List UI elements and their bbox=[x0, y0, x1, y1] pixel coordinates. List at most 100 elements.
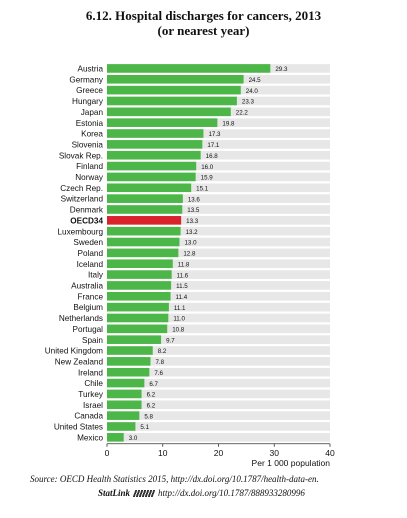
category-label: Finland bbox=[76, 162, 103, 171]
bar-track bbox=[107, 291, 330, 301]
bar bbox=[107, 96, 237, 106]
bar bbox=[107, 400, 142, 410]
bar bbox=[107, 248, 179, 258]
data-label: 17.3 bbox=[208, 131, 221, 138]
bar bbox=[107, 205, 183, 214]
bar-track bbox=[107, 389, 330, 399]
category-label: Estonia bbox=[76, 119, 104, 128]
category-label: Hungary bbox=[72, 97, 104, 106]
category-label: Belgium bbox=[73, 303, 103, 312]
statlink-link[interactable]: http://dx.doi.org/10.1787/888933280996 bbox=[158, 488, 305, 498]
x-tick-label: 20 bbox=[214, 448, 224, 458]
data-label: 15.9 bbox=[201, 175, 214, 182]
source-prefix: Source: bbox=[30, 474, 58, 484]
category-label: Denmark bbox=[70, 206, 104, 215]
bar-track bbox=[107, 118, 330, 127]
statlink-icon bbox=[132, 490, 156, 498]
data-label: 8.2 bbox=[158, 348, 167, 355]
category-label: Mexico bbox=[77, 433, 103, 442]
bar bbox=[107, 302, 169, 312]
bar-track bbox=[107, 335, 330, 344]
data-label: 16.0 bbox=[201, 164, 214, 171]
category-label: Switzerland bbox=[61, 195, 104, 204]
category-label: Australia bbox=[71, 282, 103, 291]
category-label: Canada bbox=[74, 412, 103, 421]
data-label: 6.2 bbox=[147, 402, 156, 409]
bar-track bbox=[107, 150, 330, 160]
data-label: 11.6 bbox=[177, 272, 189, 279]
bar-track bbox=[107, 433, 330, 442]
category-label: Italy bbox=[88, 271, 104, 280]
category-label: Norway bbox=[75, 173, 104, 182]
chart-title: 6.12. Hospital discharges for cancers, 2… bbox=[85, 8, 322, 23]
bar bbox=[107, 85, 241, 95]
data-label: 6.2 bbox=[147, 392, 156, 399]
data-label: 7.6 bbox=[154, 370, 163, 377]
category-label: Czech Rep. bbox=[60, 184, 103, 193]
bar bbox=[107, 357, 151, 366]
bar bbox=[107, 422, 136, 431]
bar bbox=[107, 313, 169, 323]
bar bbox=[107, 74, 244, 84]
bar bbox=[107, 389, 142, 399]
bar-track bbox=[107, 183, 330, 193]
bar-track bbox=[107, 367, 330, 377]
bar-chart: Austria 29.3 Germany 24.5 Greece 24.0 Hungary 2… bbox=[45, 64, 335, 468]
bar-track bbox=[107, 161, 330, 171]
bar-track bbox=[107, 248, 330, 258]
bar bbox=[107, 64, 271, 73]
category-label: OECD34 bbox=[70, 216, 103, 225]
bar-track bbox=[107, 194, 330, 203]
data-label: 24.5 bbox=[249, 77, 262, 84]
data-label: 11.0 bbox=[173, 316, 185, 323]
category-label: France bbox=[78, 292, 104, 301]
category-label: Ireland bbox=[78, 368, 103, 377]
statlink-line: StatLink http://dx.doi.org/10.1787/888933… bbox=[98, 488, 305, 498]
data-label: 6.7 bbox=[149, 381, 158, 388]
bar-track bbox=[107, 422, 330, 431]
bar-track bbox=[107, 270, 330, 279]
bar bbox=[107, 411, 140, 420]
category-label: Slovak Rep. bbox=[59, 151, 103, 160]
category-label: United States bbox=[54, 423, 103, 432]
bar-track bbox=[107, 281, 330, 290]
category-label: Turkey bbox=[78, 390, 104, 399]
bar bbox=[107, 291, 171, 301]
data-label: 11.5 bbox=[176, 283, 188, 290]
data-label: 15.1 bbox=[196, 185, 209, 192]
bar bbox=[107, 259, 173, 269]
bar-track bbox=[107, 346, 330, 355]
category-label: Poland bbox=[78, 249, 104, 258]
category-label: Sweden bbox=[73, 238, 103, 247]
data-label: 10.8 bbox=[172, 327, 185, 334]
chart-subtitle: (or nearest year) bbox=[157, 23, 250, 38]
category-label: Iceland bbox=[77, 260, 104, 269]
source-text: OECD Health Statistics 2015, http://dx.d… bbox=[57, 474, 319, 484]
data-label: 22.2 bbox=[236, 110, 249, 117]
data-label: 23.3 bbox=[242, 99, 255, 106]
statlink-label: StatLink bbox=[98, 488, 131, 498]
x-tick-label: 40 bbox=[325, 448, 335, 458]
bar-track bbox=[107, 226, 330, 236]
category-label: Portugal bbox=[73, 325, 104, 334]
data-label: 5.8 bbox=[144, 413, 153, 420]
category-label: Slovenia bbox=[72, 140, 104, 149]
category-label: Chile bbox=[84, 379, 103, 388]
bar bbox=[107, 378, 145, 388]
category-label: United Kingdom bbox=[45, 347, 103, 356]
bar-track bbox=[107, 205, 330, 214]
x-axis-label: Per 1 000 population bbox=[252, 458, 331, 468]
bar bbox=[107, 172, 196, 182]
category-label: Greece bbox=[76, 86, 103, 95]
x-tick-label: 10 bbox=[158, 448, 168, 458]
bar bbox=[107, 118, 218, 127]
bar-track bbox=[107, 302, 330, 312]
data-label: 13.6 bbox=[188, 196, 201, 203]
data-label: 9.7 bbox=[166, 337, 175, 344]
data-label: 13.5 bbox=[187, 207, 200, 214]
data-label: 16.8 bbox=[206, 153, 219, 160]
x-tick-label: 0 bbox=[105, 448, 110, 458]
data-label: 29.3 bbox=[275, 66, 288, 73]
data-label: 19.8 bbox=[222, 120, 235, 127]
category-label: New Zealand bbox=[55, 357, 104, 366]
